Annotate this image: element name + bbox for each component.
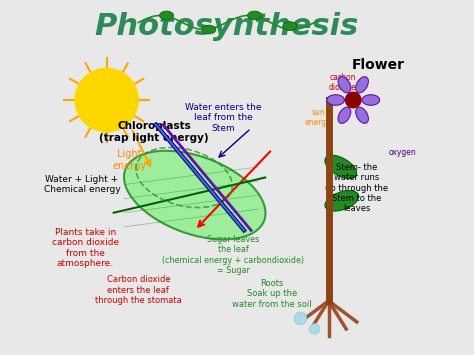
- Circle shape: [294, 312, 307, 325]
- Text: Water + Light +
Chemical energy: Water + Light + Chemical energy: [44, 175, 120, 194]
- Text: oxygen: oxygen: [389, 148, 417, 157]
- Ellipse shape: [356, 77, 368, 93]
- Text: Light
energy: Light energy: [112, 149, 146, 171]
- Text: Roots
Soak up the
water from the soil: Roots Soak up the water from the soil: [232, 279, 312, 308]
- Ellipse shape: [338, 77, 351, 93]
- Text: Carbon dioxide
enters the leaf
through the stomata: Carbon dioxide enters the leaf through t…: [95, 275, 182, 305]
- Text: Water enters the
leaf from the
Stem: Water enters the leaf from the Stem: [185, 103, 261, 132]
- Text: Chloroplasts
(trap light energy): Chloroplasts (trap light energy): [100, 121, 209, 142]
- Text: Plants take in
carbon dioxide
from the
atmosphere.: Plants take in carbon dioxide from the a…: [52, 228, 119, 268]
- Circle shape: [346, 92, 361, 108]
- Ellipse shape: [327, 95, 345, 105]
- Circle shape: [309, 324, 320, 334]
- Ellipse shape: [124, 151, 265, 239]
- Ellipse shape: [202, 25, 216, 34]
- Text: sun
energy: sun energy: [305, 108, 331, 127]
- Ellipse shape: [356, 107, 368, 123]
- Text: Stem- the
water runs
up through the
Stem to the
leaves: Stem- the water runs up through the Stem…: [325, 163, 388, 213]
- Ellipse shape: [247, 11, 262, 20]
- Ellipse shape: [362, 95, 380, 105]
- Circle shape: [75, 68, 138, 132]
- Ellipse shape: [338, 107, 351, 123]
- Ellipse shape: [160, 11, 173, 20]
- Text: carbon
dioxide: carbon dioxide: [329, 73, 356, 92]
- Ellipse shape: [283, 22, 297, 31]
- Text: Sugar leaves
the leaf
(chemical energy + carbondioxide)
= Sugar: Sugar leaves the leaf (chemical energy +…: [163, 235, 304, 275]
- Ellipse shape: [325, 191, 359, 211]
- Text: Photosynthesis: Photosynthesis: [94, 12, 358, 41]
- Text: Flower: Flower: [351, 58, 404, 72]
- Ellipse shape: [325, 155, 356, 179]
